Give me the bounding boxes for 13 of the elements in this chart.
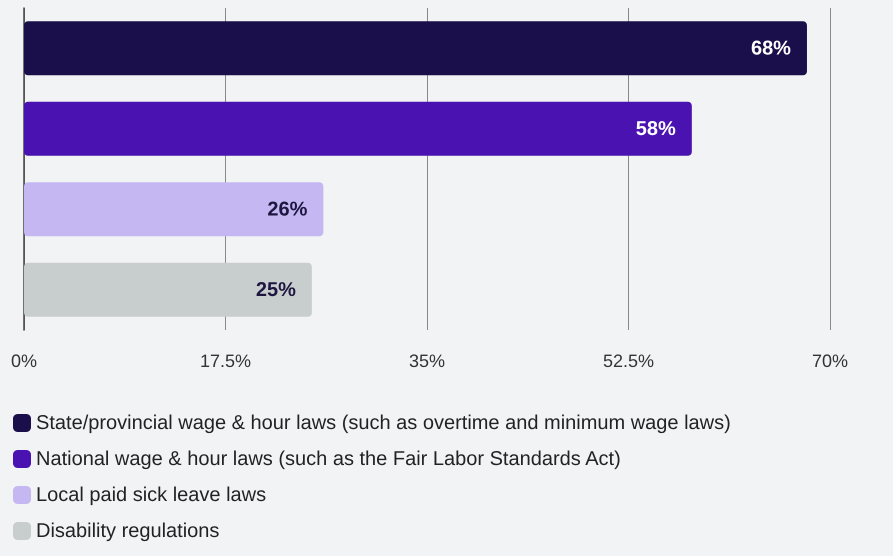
data-label: 25% [256,278,296,301]
x-tick-label: 0% [10,351,38,371]
x-tick-label: 35% [408,351,446,371]
x-tick-label: 52.5% [602,351,654,371]
data-label: 68% [750,37,792,60]
legend-label: National wage & hour laws (such as the Fair Labor Standards Act) [36,448,621,470]
legend-label: State/provincial wage & hour laws (such as overtime and minimum wage laws) [36,412,731,434]
x-tick-label: 17.5% [200,351,252,371]
x-tick-label: 70% [812,351,848,371]
legend-label: Disability regulations [36,520,220,542]
data-label: 26% [267,198,308,220]
legend-label: Local paid sick leave laws [36,484,266,506]
data-label: 58% [636,118,676,140]
